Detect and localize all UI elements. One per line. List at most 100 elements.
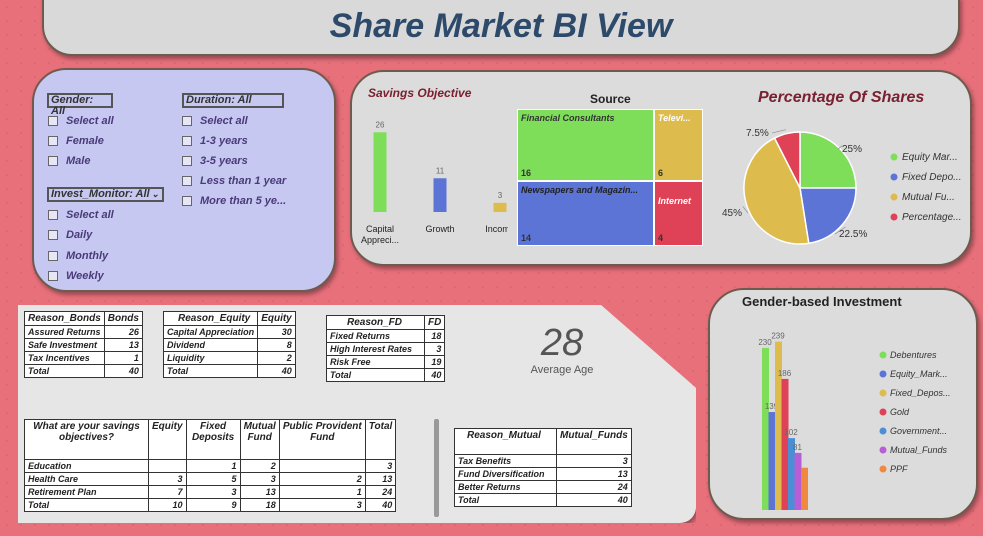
objectives-header[interactable]: Fixed Deposits [185,419,241,460]
pie-slice[interactable] [799,131,857,189]
bonds-header-reason[interactable]: Reason_Bonds [24,311,105,326]
invest-option-monthly[interactable]: Monthly [48,250,108,262]
gender-investment-panel: Gender-based Investment 230 139 239 186 102 8… [708,288,978,520]
table-row: High Interest Rates 3 [326,342,446,356]
checkbox[interactable] [182,156,192,166]
duration-option-select-all[interactable]: Select all [182,115,248,127]
invest-monitor-slicer-header[interactable]: Invest_Monitor: All ⌄ [47,187,164,202]
table-row: Liquidity 2 [162,351,296,365]
checkbox[interactable] [182,196,192,206]
legend-marker [879,389,887,397]
equity-header-reason[interactable]: Reason_Equity [162,311,259,326]
checkbox[interactable] [48,116,58,126]
checkbox[interactable] [48,136,58,146]
checkbox[interactable] [48,210,58,220]
checkbox[interactable] [48,156,58,166]
mutual-header-value[interactable]: Mutual_Funds [556,428,632,455]
table-row: Capital Appreciation 30 [162,325,296,339]
data-label: 26 [376,120,385,129]
percentage-shares-title: Percentage Of Shares [758,89,925,106]
invest-option-weekly[interactable]: Weekly [48,270,104,282]
mutual-header-reason[interactable]: Reason_Mutual [454,428,557,455]
pie-slice[interactable] [773,131,801,189]
treemap-tile-television[interactable]: Televi... 6 [654,109,703,181]
bar[interactable] [801,467,808,510]
duration-option-1-3-years[interactable]: 1-3 years [182,135,248,147]
equity-table: Reason_Equity Equity Capital Appreciation… [162,311,296,378]
duration-option-more-than-5-years[interactable]: More than 5 ye... [182,195,286,207]
bar[interactable] [762,347,769,510]
checkbox[interactable] [182,116,192,126]
checkbox[interactable] [48,271,58,281]
table-row: Tax Incentives 1 [24,351,143,365]
fd-header-value[interactable]: FD [423,315,446,330]
gender-slicer-header[interactable]: Gender: All [47,93,113,117]
treemap-tile-financial-consultants[interactable]: Financial Consultants 16 [517,109,654,181]
average-age-card: 28 Average Age [510,322,614,376]
data-label: 11 [436,166,445,175]
legend-marker [890,173,898,181]
gender-investment-chart[interactable]: 230 139 239 186 102 81 Debentures Equity_Mark..… [740,316,976,516]
treemap-tile-newspapers[interactable]: Newspapers and Magazin... 14 [517,181,654,246]
page-title: Share Market BI View [329,6,673,45]
gender-investment-title: Gender-based Investment [742,294,902,309]
leader-line [834,226,846,235]
bar[interactable] [768,412,776,510]
duration-option-3-5-years[interactable]: 3-5 years [182,155,248,167]
fd-header-reason[interactable]: Reason_FD [326,315,425,330]
savings-objective-title: Savings Objective [368,86,472,100]
objectives-header[interactable]: What are your savings objectives? [24,419,149,460]
invest-option-daily[interactable]: Daily [48,229,92,241]
bar[interactable] [493,202,507,212]
data-label: 25% [842,144,862,155]
table-row: Total 10 9 18 3 40 [24,498,397,512]
checkbox[interactable] [48,251,58,261]
equity-header-value[interactable]: Equity [257,311,296,326]
leader-line [771,129,787,134]
bar[interactable] [433,178,447,212]
checkbox[interactable] [48,230,58,240]
pie-slice[interactable] [743,137,810,245]
pie-slice[interactable] [799,187,857,245]
gender-option-select-all[interactable]: Select all [48,115,114,127]
bar[interactable] [794,452,802,510]
fd-table: Reason_FD FD Fixed Returns 18 High Interes… [326,315,446,382]
bonds-header-value[interactable]: Bonds [103,311,143,326]
data-label: 81 [793,443,802,452]
objectives-header[interactable]: Mutual Fund [239,419,280,460]
legend-marker [879,465,887,473]
bar[interactable] [781,378,789,510]
objectives-header[interactable]: Public Provident Fund [278,419,366,460]
gender-option-female[interactable]: Female [48,135,104,147]
source-title: Source [590,92,631,106]
treemap-tile-internet[interactable]: Internet 4 [654,181,703,246]
checkbox[interactable] [182,136,192,146]
top-charts-panel: Savings Objective 26 Capital Appreci... 11 G… [350,70,972,266]
invest-option-select-all[interactable]: Select all [48,209,114,221]
objectives-header[interactable]: Equity [148,419,187,460]
table-row: Dividend 8 [162,338,296,352]
legend-entry: PPF [890,464,908,474]
table-row: Total 40 [454,493,632,507]
chevron-down-icon[interactable]: ⌄ [151,189,159,199]
mutual-table: Reason_Mutual Mutual_Funds Tax Benefits 3 … [454,428,632,507]
gender-option-male[interactable]: Male [48,155,90,167]
bar[interactable] [788,438,795,510]
bar[interactable] [775,341,782,510]
legend-entry: Equity Mar... [902,152,958,163]
legend-entry: Gold [890,407,910,417]
source-treemap[interactable]: Financial Consultants 16 Televi... 6 New… [517,109,703,246]
data-label: 45% [722,208,742,219]
percentage-shares-pie[interactable]: 25% 22.5% 45% 7.5% Equity Mar... Fixed Depo..… [702,116,970,256]
data-label: 22.5% [839,229,867,240]
objectives-header[interactable]: Total [364,419,397,460]
duration-option-less-than-1-year[interactable]: Less than 1 year [182,175,286,187]
data-label: 3 [498,191,503,200]
legend-entry: Fixed_Depos... [890,388,951,398]
duration-slicer-header[interactable]: Duration: All [182,93,284,108]
legend-entry: Mutual Fu... [902,192,955,203]
bar[interactable] [373,132,387,212]
checkbox[interactable] [182,176,192,186]
table-scrollbar[interactable] [434,419,439,517]
